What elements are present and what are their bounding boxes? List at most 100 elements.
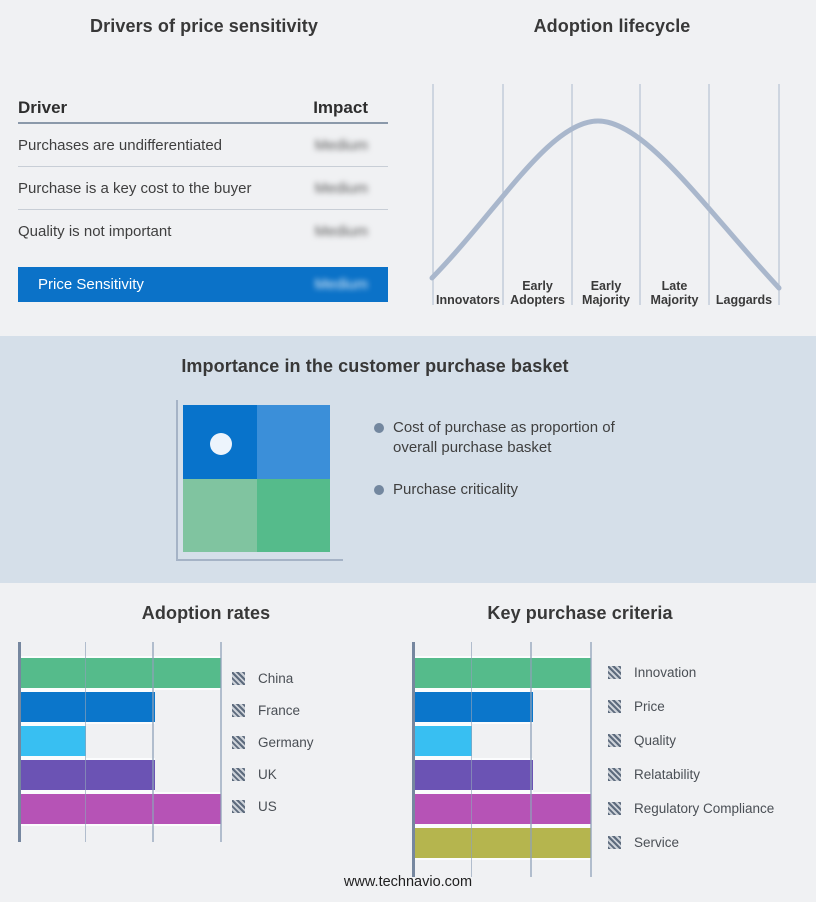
summary-impact-blurred: Medium: [314, 276, 368, 293]
bar-regulatory-compliance: [414, 794, 591, 824]
legend-swatch-blurred: [608, 699, 621, 713]
legend-swatch-blurred: [232, 799, 245, 813]
gridline: [84, 642, 87, 842]
table-row: Purchases are undifferentiated Medium: [18, 124, 388, 167]
legend-item: Quality: [608, 723, 774, 757]
plot: [18, 642, 222, 842]
quadrant-top-right: [256, 405, 330, 479]
quadrant-marker-dot: [210, 433, 232, 455]
legend-label: UK: [258, 766, 277, 782]
bar-row: [20, 658, 221, 688]
lifecycle-label-innovators: Innovators: [436, 293, 500, 308]
lifecycle-panel-title: Adoption lifecycle: [533, 16, 691, 36]
legend-item: Relatability: [608, 757, 774, 791]
legend-swatch-blurred: [232, 767, 245, 781]
legend-label: Service: [634, 834, 680, 850]
legend-item: Germany: [232, 726, 314, 758]
price-sensitivity-summary-row: Price Sensitivity Medium: [18, 267, 388, 302]
bar-row: [20, 726, 221, 756]
purchase-basket-band: [0, 336, 816, 583]
legend-swatch-blurred: [608, 733, 621, 747]
basket-panel-title: Importance in the customer purchase bask…: [181, 356, 569, 376]
bar-relatability: [414, 760, 533, 790]
legend-label: China: [258, 670, 294, 686]
driver-cell: Purchases are undifferentiated: [18, 136, 223, 154]
lifecycle-label-late-majority: Late Majority: [650, 278, 699, 308]
bar-service: [414, 828, 591, 858]
bar-row: [414, 794, 591, 824]
list-item: Cost of purchase as proportion of overal…: [374, 418, 642, 458]
legend-item: Price: [608, 689, 774, 723]
bar-france: [20, 692, 155, 722]
bullet-text: Purchase criticality: [393, 480, 519, 498]
bar-germany: [20, 726, 87, 756]
impact-cell-blurred: Medium: [314, 136, 368, 154]
legend-item: China: [232, 662, 314, 694]
legend-label: US: [258, 798, 277, 814]
table-row: Quality is not important Medium: [18, 210, 388, 253]
bars: [414, 658, 591, 862]
impact-cell-blurred: Medium: [314, 179, 368, 197]
impact-column-header: Impact: [313, 98, 368, 117]
lifecycle-gridlines: [432, 84, 780, 305]
legend: Innovation Price Quality Relatability Regula…: [608, 655, 774, 859]
bar-uk: [20, 760, 155, 790]
legend-swatch-blurred: [232, 735, 245, 749]
legend-item: US: [232, 790, 314, 822]
bar-quality: [414, 726, 473, 756]
lifecycle-curve-svg: [429, 84, 782, 305]
legend-label: Price: [634, 698, 665, 714]
gridline: [590, 642, 592, 877]
adoption-rates-title: Adoption rates: [141, 603, 271, 623]
bullet-icon: [374, 484, 384, 495]
bar-row: [20, 692, 221, 722]
bullet-text: Cost of purchase as proportion of overal…: [393, 419, 615, 456]
y-axis: [412, 642, 415, 877]
legend-swatch-blurred: [232, 671, 245, 685]
bar-china: [20, 658, 221, 688]
driver-column-header: Driver: [18, 98, 68, 117]
drivers-panel-title: Drivers of price sensitivity: [90, 16, 318, 36]
adoption-lifecycle-chart: Innovators Early Adopters Early Majority La…: [408, 70, 816, 315]
legend-swatch-blurred: [608, 835, 621, 849]
gridline: [152, 642, 154, 842]
plot: [412, 642, 592, 877]
legend-item: UK: [232, 758, 314, 790]
bullet-icon: [374, 423, 384, 433]
key-purchase-criteria-title: Key purchase criteria: [487, 603, 673, 623]
lifecycle-label-early-majority: Early Majority: [582, 278, 630, 308]
table-row: Purchase is a key cost to the buyer Medi…: [18, 167, 388, 210]
driver-cell: Purchase is a key cost to the buyer: [18, 179, 252, 197]
bar-innovation: [414, 658, 591, 688]
legend-label: France: [258, 702, 301, 718]
legend-label: Regulatory Compliance: [634, 800, 775, 816]
bar-row: [20, 760, 221, 790]
legend-swatch-blurred: [608, 767, 621, 781]
drivers-table-header: Driver Impact: [18, 94, 388, 124]
lifecycle-label-early-adopters: Early Adopters: [510, 278, 565, 308]
bar-row: [414, 760, 591, 790]
legend-item: Service: [608, 825, 774, 859]
legend-item: Innovation: [608, 655, 774, 689]
list-item: Purchase criticality: [374, 480, 642, 500]
bar-row: [414, 828, 591, 858]
bar-us: [20, 794, 221, 824]
y-axis: [18, 642, 21, 842]
bar-row: [414, 658, 591, 688]
quadrant-bottom-right: [256, 478, 330, 552]
legend-item: Regulatory Compliance: [608, 791, 774, 825]
impact-cell-blurred: Medium: [314, 223, 368, 240]
legend-swatch-blurred: [608, 801, 621, 815]
legend-label: Innovation: [634, 664, 697, 680]
driver-cell: Quality is not important: [18, 223, 172, 240]
gridline: [470, 642, 473, 877]
drivers-table: Driver Impact Purchases are undifferenti…: [18, 94, 388, 302]
quadrant-bottom-left: [183, 478, 257, 552]
legend-item: France: [232, 694, 314, 726]
legend-label: Relatability: [634, 766, 701, 782]
bar-row: [414, 692, 591, 722]
gridline: [220, 642, 222, 842]
legend: China France Germany UK US: [232, 662, 314, 822]
lifecycle-label-laggards: Laggards: [715, 293, 773, 308]
legend-swatch-blurred: [232, 703, 245, 717]
